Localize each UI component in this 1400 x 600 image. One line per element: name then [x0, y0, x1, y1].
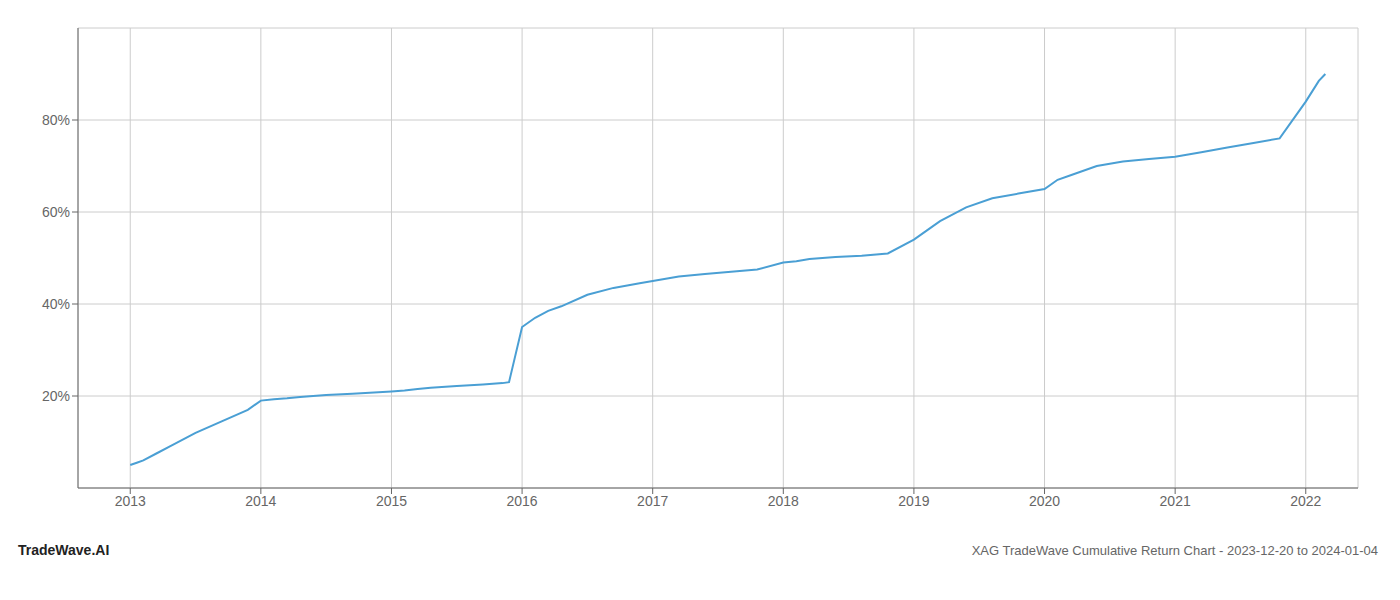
svg-text:2017: 2017: [637, 493, 668, 509]
svg-text:2022: 2022: [1290, 493, 1321, 509]
svg-text:2020: 2020: [1029, 493, 1060, 509]
svg-text:2018: 2018: [768, 493, 799, 509]
svg-text:60%: 60%: [42, 204, 70, 220]
svg-text:2015: 2015: [376, 493, 407, 509]
html-text:XAG TradeWave Cumulative Retur: XAG TradeWave Cumulative Return Chart - …: [971, 543, 1378, 558]
svg-text:80%: 80%: [42, 112, 70, 128]
svg-text:2019: 2019: [898, 493, 929, 509]
svg-text:2013: 2013: [115, 493, 146, 509]
svg-text:2016: 2016: [507, 493, 538, 509]
svg-text:40%: 40%: [42, 296, 70, 312]
svg-text:20%: 20%: [42, 388, 70, 404]
svg-text:2021: 2021: [1160, 493, 1191, 509]
svg-text:2014: 2014: [245, 493, 276, 509]
html-text:TradeWave.AI: TradeWave.AI: [18, 542, 110, 558]
